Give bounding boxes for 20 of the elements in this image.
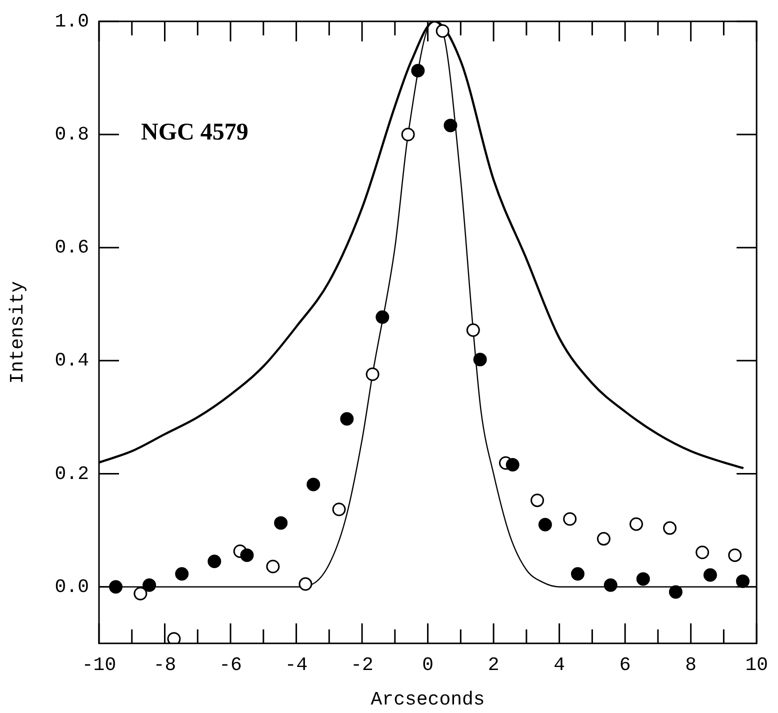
y-axis-title: Intensity bbox=[6, 281, 28, 384]
y-tick-label: 0.8 bbox=[54, 124, 89, 146]
x-tick-label: -8 bbox=[153, 654, 176, 676]
x-tick-label: 2 bbox=[488, 654, 500, 676]
x-tick-label: 4 bbox=[554, 654, 566, 676]
x-tick-label: -6 bbox=[219, 654, 242, 676]
x-tick-label: 0 bbox=[422, 654, 434, 676]
annotation: NGC 4579 bbox=[141, 120, 248, 146]
y-tick-label: 1.0 bbox=[54, 10, 89, 32]
y-tick-label: 0.6 bbox=[54, 236, 89, 259]
x-tick-label: -2 bbox=[350, 654, 374, 676]
x-tick-label: -10 bbox=[82, 654, 116, 676]
y-tick-label: 0.4 bbox=[54, 350, 89, 372]
x-axis-title: Arcseconds bbox=[370, 688, 485, 711]
x-tick-label: -4 bbox=[284, 654, 308, 676]
x-tick-label: 8 bbox=[685, 654, 697, 676]
y-tick-label: 0.0 bbox=[54, 576, 89, 598]
x-tick-label: 10 bbox=[745, 654, 768, 676]
y-tick-label: 0.2 bbox=[54, 462, 89, 485]
x-tick-label: 6 bbox=[619, 654, 631, 676]
